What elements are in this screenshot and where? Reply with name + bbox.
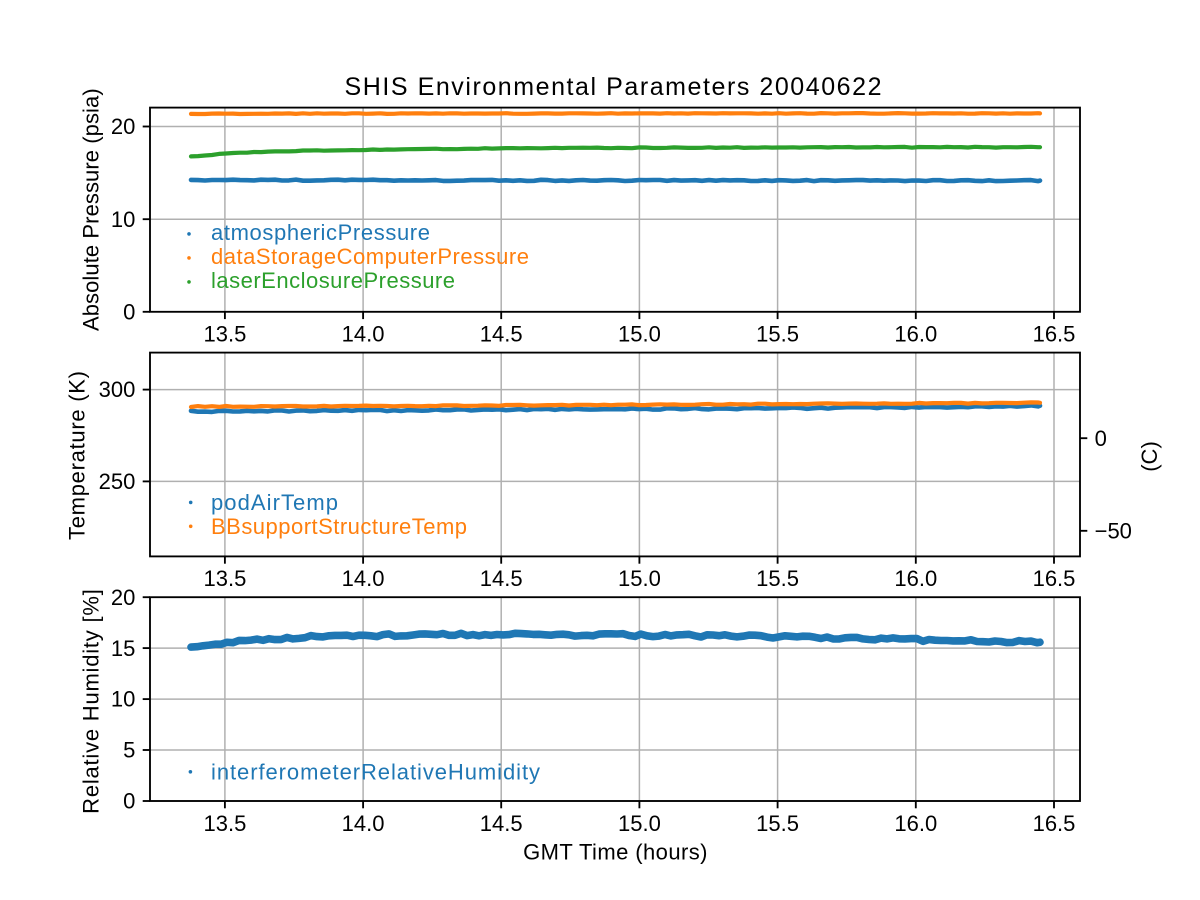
svg-text:−50: −50 [1095,518,1132,543]
svg-text:podAirTemp: podAirTemp [211,490,338,515]
svg-text:15.0: 15.0 [618,811,661,836]
svg-text:20: 20 [111,585,135,610]
svg-text:laserEnclosurePressure: laserEnclosurePressure [211,268,455,293]
svg-text:0: 0 [123,299,135,324]
svg-text:5: 5 [123,738,135,763]
svg-text:13.5: 13.5 [203,566,246,591]
svg-text:16.5: 16.5 [1033,811,1076,836]
svg-text:16.0: 16.0 [894,566,937,591]
svg-text:GMT Time (hours): GMT Time (hours) [523,840,707,865]
svg-text:Relative Humidity [%]: Relative Humidity [%] [79,589,104,814]
svg-text:interferometerRelativeHumidity: interferometerRelativeHumidity [211,759,540,784]
svg-text:16.0: 16.0 [894,811,937,836]
svg-text:SHIS Environmental Parameters: SHIS Environmental Parameters 20040622 [345,73,882,101]
svg-text:14.0: 14.0 [342,811,385,836]
svg-text:20: 20 [111,114,135,139]
svg-text:13.5: 13.5 [203,811,246,836]
svg-text:14.5: 14.5 [480,811,523,836]
svg-text:0: 0 [1095,426,1107,451]
svg-text:14.5: 14.5 [480,322,523,347]
svg-text:atmosphericPressure: atmosphericPressure [211,220,430,245]
svg-text:16.5: 16.5 [1033,322,1076,347]
svg-text:250: 250 [99,469,136,494]
svg-text:BBsupportStructureTemp: BBsupportStructureTemp [211,514,467,539]
svg-text:16.0: 16.0 [894,322,937,347]
svg-text:10: 10 [111,687,135,712]
svg-text:15.5: 15.5 [756,566,799,591]
svg-text:300: 300 [99,377,136,402]
svg-text:dataStorageComputerPressure: dataStorageComputerPressure [211,244,529,269]
svg-text:Absolute Pressure (psia): Absolute Pressure (psia) [79,88,104,331]
svg-text:15.0: 15.0 [618,322,661,347]
svg-text:0: 0 [123,789,135,814]
svg-text:13.5: 13.5 [203,322,246,347]
svg-text:16.5: 16.5 [1033,566,1076,591]
svg-text:(C): (C) [1137,441,1162,472]
svg-text:15: 15 [111,636,135,661]
svg-text:15.5: 15.5 [756,811,799,836]
svg-text:14.0: 14.0 [342,322,385,347]
svg-text:Temperature (K): Temperature (K) [65,371,90,540]
svg-text:14.0: 14.0 [342,566,385,591]
svg-text:14.5: 14.5 [480,566,523,591]
svg-text:15.0: 15.0 [618,566,661,591]
svg-text:15.5: 15.5 [756,322,799,347]
svg-text:10: 10 [111,207,135,232]
